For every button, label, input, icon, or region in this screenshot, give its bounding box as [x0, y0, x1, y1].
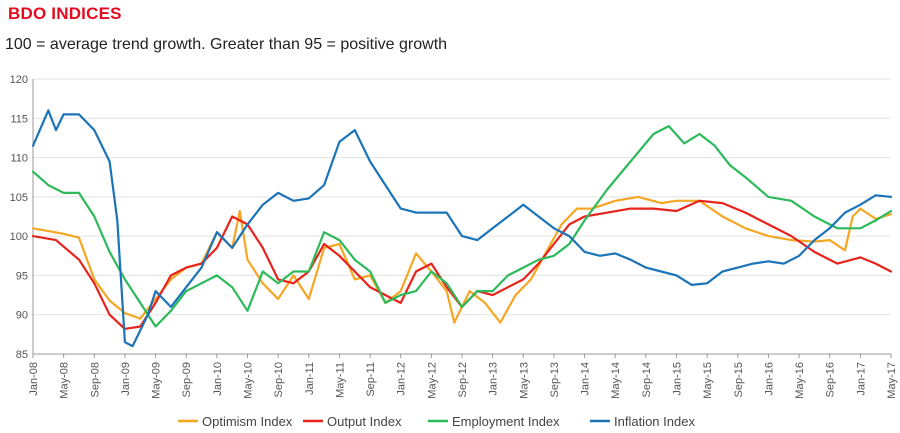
- x-tick-label: Jan-08: [28, 362, 40, 396]
- legend-label: Inflation Index: [614, 414, 695, 429]
- x-tick-label: Jan-14: [580, 362, 592, 396]
- y-tick-label: 90: [16, 310, 28, 322]
- chart-title: BDO INDICES: [8, 4, 122, 23]
- series-line-inflation-index: [31, 109, 893, 348]
- x-tick-label: Jan-10: [212, 362, 224, 396]
- x-tick-label: Sep-13: [549, 362, 561, 397]
- chart-subtitle: 100 = average trend growth. Greater than…: [5, 36, 448, 53]
- x-tick-label: Jan-15: [672, 362, 684, 396]
- y-tick-label: 100: [10, 231, 28, 243]
- legend-label: Optimism Index: [202, 414, 293, 429]
- y-tick-label: 85: [16, 349, 28, 361]
- x-tick-label: Jan-11: [304, 362, 316, 395]
- x-tick-label: May-08: [59, 362, 71, 399]
- legend-label: Employment Index: [452, 414, 560, 429]
- x-tick-label: May-17: [886, 362, 898, 399]
- x-tick-label: May-10: [243, 362, 255, 399]
- x-tick-label: Sep-09: [181, 362, 193, 397]
- y-tick-label: 110: [10, 153, 28, 165]
- y-tick-label: 120: [10, 74, 28, 86]
- series-line-output-index: [31, 199, 893, 330]
- x-tick-label: Sep-12: [457, 362, 469, 397]
- x-tick-label: Sep-08: [89, 362, 101, 397]
- x-tick-label: Jan-13: [488, 362, 500, 396]
- series-line-employment-index: [31, 124, 893, 328]
- x-tick-label: Sep-16: [825, 362, 837, 397]
- x-tick-label: May-14: [610, 362, 622, 399]
- y-axis: 85 90 95 100 105 110 115 120: [10, 74, 34, 361]
- y-tick-label: 115: [10, 113, 28, 125]
- x-tick-label: Sep-11: [365, 362, 377, 397]
- x-tick-label: May-09: [151, 362, 163, 399]
- x-tick-label: May-13: [518, 362, 530, 399]
- x-tick-label: Jan-09: [120, 362, 132, 396]
- x-tick-label: Sep-15: [733, 362, 745, 397]
- series-lines: [31, 109, 893, 348]
- legend-label: Output Index: [327, 414, 402, 429]
- x-tick-label: Jan-16: [763, 362, 775, 396]
- x-tick-label: Sep-14: [641, 362, 653, 397]
- x-tick-label: Sep-10: [273, 362, 285, 397]
- x-tick-label: May-11: [334, 362, 346, 398]
- legend: Optimism Index Output Index Employment Ind…: [178, 414, 695, 429]
- y-tick-label: 95: [16, 270, 28, 282]
- x-axis: Jan-08 May-08 Sep-08 Jan-09 May-09 Sep-09 Jan-…: [28, 354, 898, 399]
- x-tick-label: Jan-17: [855, 362, 867, 396]
- x-tick-label: Jan-12: [396, 362, 408, 396]
- x-tick-label: May-15: [702, 362, 714, 399]
- gridlines: [33, 78, 891, 355]
- y-tick-label: 105: [10, 192, 28, 204]
- x-tick-label: May-12: [426, 362, 438, 399]
- x-tick-label: May-16: [794, 362, 806, 399]
- series-line-optimism-index: [31, 195, 893, 324]
